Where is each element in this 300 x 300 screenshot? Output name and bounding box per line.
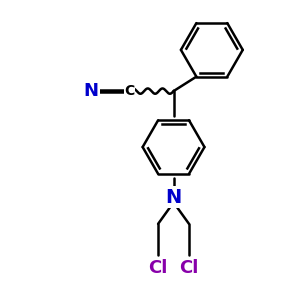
Text: N: N — [84, 82, 99, 100]
Text: N: N — [165, 188, 182, 207]
Text: C: C — [124, 84, 134, 98]
Text: Cl: Cl — [179, 259, 199, 277]
Text: Cl: Cl — [148, 259, 168, 277]
